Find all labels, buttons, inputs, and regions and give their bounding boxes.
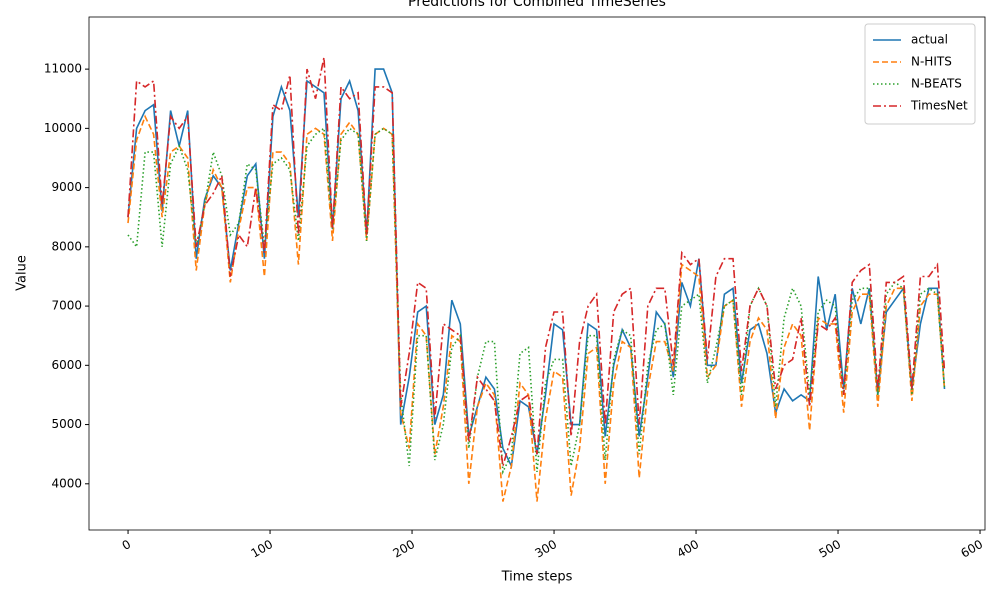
y-tick-label: 8000 — [51, 239, 82, 253]
x-tick-label: 600 — [958, 537, 985, 561]
series-line — [127, 57, 946, 467]
x-tick-label: 500 — [816, 537, 843, 561]
legend-label: N-BEATS — [911, 77, 962, 91]
x-tick-label: 100 — [248, 537, 275, 561]
y-tick-label: 7000 — [51, 299, 82, 313]
chart-title: Predictions for Combined TimeSeries — [408, 0, 666, 10]
x-tick-label: 400 — [674, 537, 701, 561]
legend-label: TimesNet — [910, 99, 968, 113]
x-tick-label: 0 — [120, 537, 134, 553]
x-tick-label: 300 — [532, 537, 559, 561]
y-tick-label: 6000 — [51, 358, 82, 372]
series-line — [127, 114, 946, 502]
plot-frame — [88, 16, 986, 531]
legend-box — [864, 23, 976, 125]
series-line — [127, 68, 946, 469]
y-tick-label: 4000 — [51, 476, 82, 490]
x-axis-label: Time steps — [501, 570, 573, 585]
y-tick-label: 9000 — [51, 180, 82, 194]
y-tick-label: 5000 — [51, 417, 82, 431]
x-tick-label: 200 — [390, 537, 417, 561]
legend-label: actual — [911, 33, 948, 47]
legend-label: N-HITS — [911, 55, 952, 69]
y-tick-label: 10000 — [44, 121, 82, 135]
y-axis-label: Value — [15, 255, 30, 291]
series-line — [127, 126, 946, 475]
y-tick-label: 11000 — [44, 62, 82, 76]
